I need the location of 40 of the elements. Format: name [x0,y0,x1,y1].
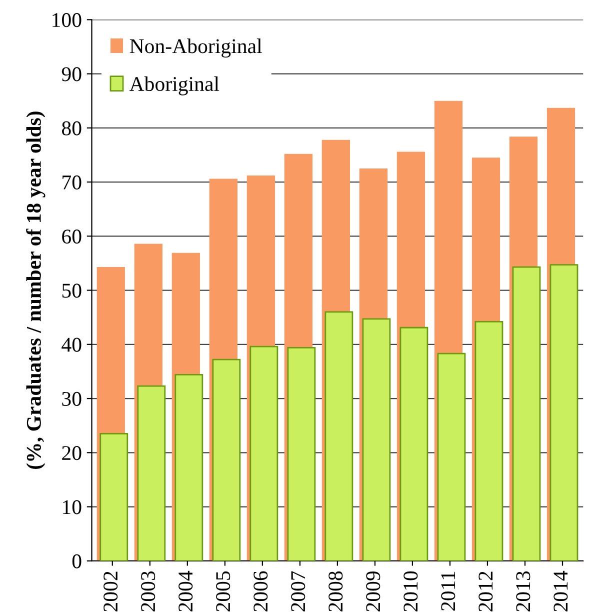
bar [324,311,354,561]
bar [137,385,166,561]
y-tick-label: 30 [62,392,82,406]
bar [437,352,466,561]
x-tick-label: 2005 [216,571,230,612]
y-tick-label: 80 [62,121,82,136]
bar [550,264,578,561]
x-tick-label: 2013 [516,571,530,612]
x-tick-label: 2010 [404,571,418,612]
bar [100,433,128,561]
x-tick-label: 2007 [291,571,306,612]
bar [400,326,428,561]
x-tick-label: 2002 [104,572,118,612]
x-tick-label: 2003 [141,571,156,612]
legend-label: Aboriginal [129,76,220,96]
y-axis-title: (%, Graduates / number of 18 year olds) [26,112,46,469]
x-tick-label: 2008 [328,571,343,612]
x-tick-label: 2009 [366,571,380,612]
x-tick-label: 2014 [554,570,568,612]
y-tick-label: 40 [62,338,82,352]
y-tick-label: 0 [72,554,82,568]
y-tick-label: 60 [62,230,82,244]
bar [512,266,541,561]
y-tick-label: 20 [62,446,82,460]
bar [362,318,391,561]
x-tick-label: 2011 [441,572,456,611]
y-tick-label: 100 [52,13,82,28]
bar [287,346,316,561]
x-tick-label: 2006 [254,571,268,612]
y-tick-label: 90 [62,67,82,82]
bar [474,320,504,561]
bar [250,346,278,561]
y-tick-label: 50 [62,284,82,298]
x-tick-label: 2004 [178,570,193,612]
legend-label: Non-Aboriginal [130,38,262,58]
bar [174,374,204,561]
bar [212,358,241,561]
y-tick-label: 10 [63,500,82,514]
x-tick-label: 2012 [478,572,493,612]
y-tick-label: 70 [62,175,82,190]
